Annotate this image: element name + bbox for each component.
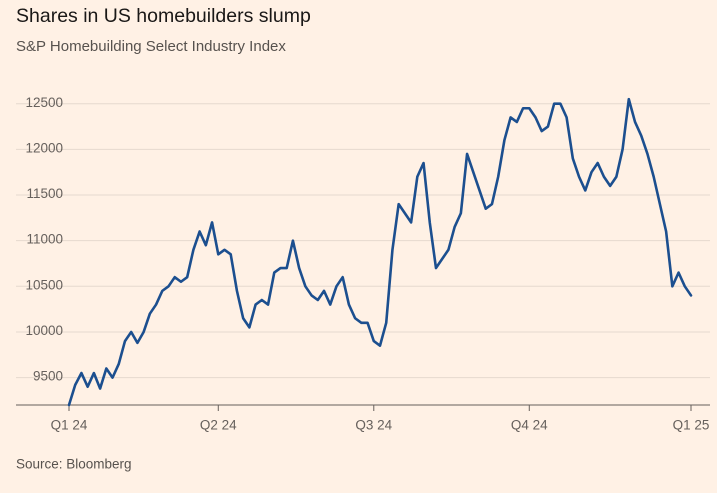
x-tick-label: Q4 24	[511, 418, 548, 433]
y-tick-label: 11500	[26, 186, 63, 201]
y-tick-label: 10000	[25, 323, 63, 338]
y-tick-label: 10500	[25, 277, 63, 292]
line-series	[67, 97, 693, 407]
x-tick-label: Q3 24	[355, 418, 392, 433]
y-tick-label: 12500	[25, 95, 63, 110]
x-tick-label: Q1 25	[673, 418, 710, 433]
y-tick-label: 9500	[33, 369, 63, 384]
x-tick-label: Q1 24	[51, 418, 88, 433]
y-tick-label: 11000	[26, 232, 63, 247]
x-tick-label: Q2 24	[200, 418, 237, 433]
source: Source: Bloomberg	[16, 457, 132, 472]
y-tick-label: 12000	[25, 140, 63, 155]
chart-subtitle: S&P Homebuilding Select Industry Index	[16, 38, 286, 55]
chart-title: Shares in US homebuilders slump	[16, 5, 311, 27]
